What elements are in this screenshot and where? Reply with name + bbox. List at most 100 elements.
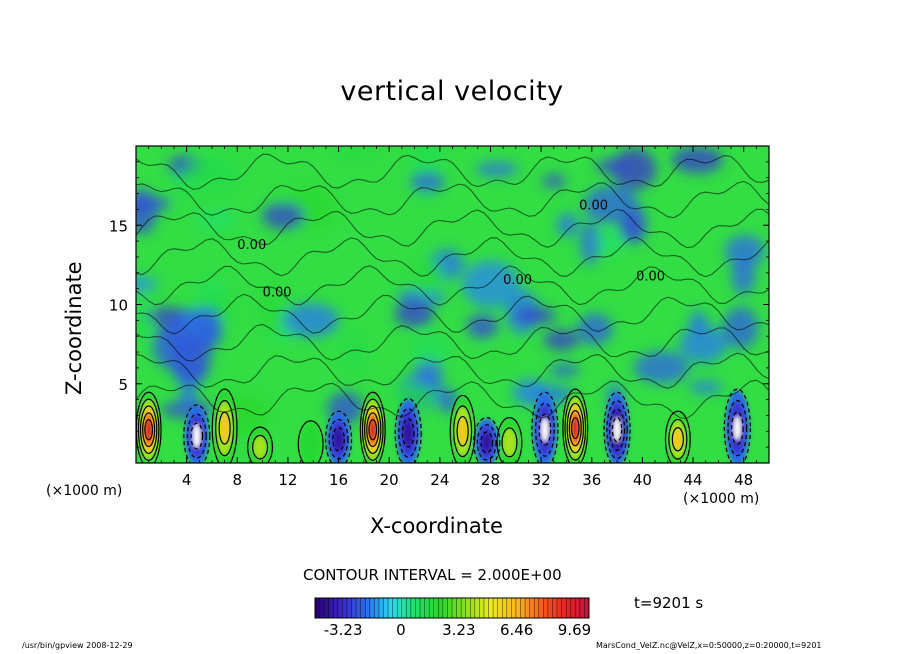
colorbar-swatch xyxy=(534,598,540,618)
colorbar-swatch xyxy=(420,598,425,618)
colorbar-swatch xyxy=(374,598,380,618)
background-patch xyxy=(671,146,724,174)
colorbar-swatch xyxy=(328,598,334,618)
colorbar-swatch xyxy=(342,598,348,618)
downdraft-contour xyxy=(609,408,626,451)
downdraft-contour xyxy=(476,424,497,461)
x-tick-label: 36 xyxy=(582,471,601,489)
colorbar-swatch xyxy=(365,598,371,618)
background-patch xyxy=(196,208,237,231)
colorbar-swatch xyxy=(470,598,476,618)
downdraft-contour xyxy=(727,400,748,457)
background-patch xyxy=(556,213,579,237)
updraft-contour xyxy=(568,410,582,447)
contour-label: 0.00 xyxy=(263,286,292,301)
background-patch xyxy=(184,155,241,192)
background-patch xyxy=(679,325,727,363)
plot-area: 0.00 0.00 0.00 0.00 0.00 xyxy=(136,146,769,463)
background-patch xyxy=(513,307,557,325)
background-patch xyxy=(593,230,625,256)
colorbar-swatch xyxy=(406,598,412,618)
updraft-contour xyxy=(566,402,584,454)
downdraft-cell xyxy=(481,433,492,452)
background-patch xyxy=(577,313,613,346)
background-patch xyxy=(543,329,580,350)
updraft-cell xyxy=(503,428,516,456)
colorbar-swatch xyxy=(543,598,549,618)
downdraft-contour xyxy=(183,404,211,463)
colorbar-swatch xyxy=(401,598,407,618)
x-tick-label: 20 xyxy=(380,471,399,489)
zero-contour-line xyxy=(136,323,769,362)
background-patch xyxy=(179,380,198,414)
updraft-cell xyxy=(145,420,152,439)
time-label: t=9201 s xyxy=(634,594,704,612)
x-unit-right: (×1000 m) xyxy=(683,491,760,507)
colorbar-swatch xyxy=(579,598,585,618)
downdraft-contour xyxy=(606,400,628,460)
colorbar-tick-label: -3.23 xyxy=(324,621,363,639)
background-patch xyxy=(633,351,690,384)
colorbar-swatch xyxy=(392,598,398,618)
colorbar-swatch xyxy=(456,598,462,618)
updraft-cell xyxy=(458,417,468,446)
x-unit-left: (×1000 m) xyxy=(46,483,123,499)
y-tick-label: 10 xyxy=(109,297,128,315)
colorbar-swatch xyxy=(315,598,320,618)
downdraft-contour xyxy=(394,398,422,463)
updraft-cell xyxy=(369,420,376,439)
updraft-contour xyxy=(144,419,154,441)
background-patch xyxy=(731,258,756,295)
colorbar-swatch xyxy=(506,598,512,618)
colorbar-swatch xyxy=(319,598,325,618)
updraft-cell xyxy=(572,418,579,438)
downdraft-contour xyxy=(603,391,631,463)
background-patch xyxy=(392,382,438,409)
zero-contour-line xyxy=(136,352,769,389)
updraft-contour xyxy=(501,427,518,458)
x-tick-label: 24 xyxy=(430,471,449,489)
background-patch xyxy=(262,202,305,230)
colorbar-swatch xyxy=(584,598,590,618)
background-patch xyxy=(542,174,566,188)
background-patch xyxy=(410,172,445,193)
zero-contour-line xyxy=(136,236,769,278)
zero-contour-line xyxy=(136,379,769,419)
colorbar-swatch xyxy=(424,598,430,618)
x-tick-label: 8 xyxy=(233,471,243,489)
colorbar-swatch xyxy=(497,598,503,618)
colorbar-swatch xyxy=(447,598,453,618)
contour-label: 0.00 xyxy=(237,238,266,253)
colorbar-swatch xyxy=(452,598,457,618)
colorbar-swatch xyxy=(433,598,439,618)
background-patch xyxy=(415,357,443,389)
colorbar-swatch xyxy=(474,598,480,618)
colorbar-swatch xyxy=(333,598,339,618)
contour-label: 0.00 xyxy=(579,198,608,213)
updraft-contour xyxy=(449,394,476,463)
background-patch xyxy=(411,256,444,296)
colorbar-swatch xyxy=(502,598,508,618)
background-patch xyxy=(612,148,657,190)
zero-contour-line xyxy=(136,180,769,219)
x-axis-label: X-coordinate xyxy=(370,514,503,538)
background-patch xyxy=(408,333,452,362)
colorbar-swatch xyxy=(529,598,535,618)
downdraft-core xyxy=(613,417,621,442)
background-patch xyxy=(475,162,519,177)
updraft-contour xyxy=(570,417,580,440)
downdraft-contour xyxy=(324,410,353,463)
background-patch xyxy=(192,306,223,348)
updraft-contour xyxy=(562,388,589,463)
updraft-contour xyxy=(359,391,386,463)
x-tick-label: 12 xyxy=(278,471,297,489)
y-tick-label: 15 xyxy=(109,217,128,235)
footer-right: MarsCond_VelZ.nc@VelZ,x=0:50000,z=0:2000… xyxy=(596,641,822,650)
colorbar-swatch xyxy=(488,598,494,618)
colorbar-swatch xyxy=(557,598,562,618)
downdraft-contour xyxy=(190,422,204,450)
colorbar: -3.23 0 3.23 6.46 9.69 xyxy=(314,597,591,639)
chart-title: vertical velocity xyxy=(340,76,564,107)
background-patch xyxy=(477,349,516,366)
downdraft-cell xyxy=(333,428,344,450)
